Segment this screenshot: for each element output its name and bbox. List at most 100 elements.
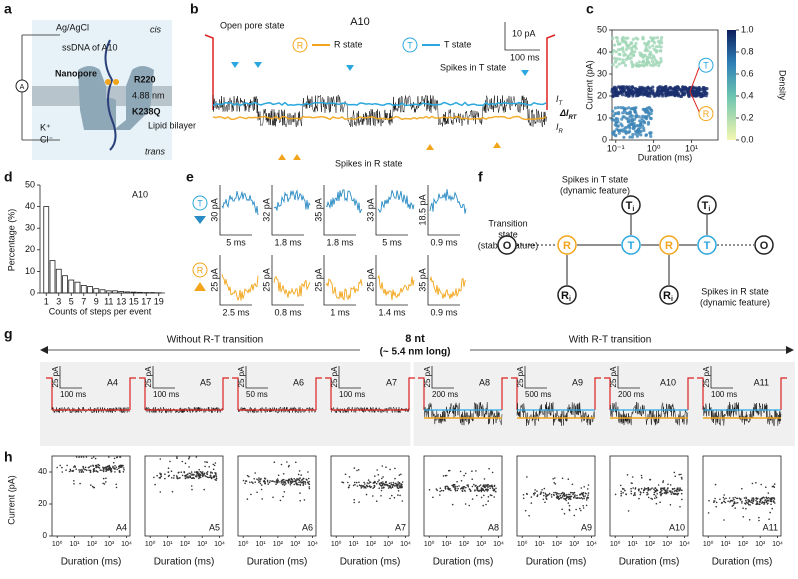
event-dot <box>540 492 542 494</box>
event-dot <box>272 480 274 482</box>
panel-name: A8 <box>479 377 490 387</box>
event-dot <box>400 483 402 485</box>
event-dot <box>359 484 361 486</box>
width: 4.88 nm <box>132 90 165 100</box>
event-dot <box>383 486 385 488</box>
event-dot <box>69 471 71 473</box>
panel-label: d <box>4 169 13 185</box>
event-dot <box>281 482 283 484</box>
event-dot <box>647 490 649 492</box>
event-dot <box>188 473 190 475</box>
event-dot <box>353 485 355 487</box>
event-dot <box>471 470 473 472</box>
x-tick-label: 10⁴ <box>121 541 132 548</box>
residue-2: K238Q <box>132 106 161 116</box>
density-dot <box>686 88 689 91</box>
event-dot <box>280 500 282 502</box>
density-dot <box>649 117 652 120</box>
event-dot <box>665 492 667 494</box>
event-dot <box>626 494 628 496</box>
density-dot <box>656 36 659 39</box>
subscript: i <box>632 206 634 213</box>
event-dot <box>62 471 64 473</box>
event-dot <box>168 476 170 478</box>
x-tick-label: 10⁰ <box>331 540 342 548</box>
density-dot <box>642 59 645 62</box>
event-dot <box>274 461 276 463</box>
event-dot <box>483 495 485 497</box>
event-dot <box>267 483 269 485</box>
x-tick-label: 10⁴ <box>214 541 225 548</box>
event-dot <box>620 495 622 497</box>
event-dot <box>194 471 196 473</box>
event-dot <box>245 480 247 482</box>
event-dot <box>495 491 497 493</box>
event-dot <box>660 494 662 496</box>
density-dot <box>617 120 620 123</box>
x-tick-label: 10¹ <box>162 541 173 548</box>
event-dot <box>195 475 197 477</box>
subscript: i <box>569 296 571 303</box>
event-dot <box>204 473 206 475</box>
density-dot <box>645 133 648 136</box>
event-dot <box>250 494 252 496</box>
event-dot <box>391 495 393 497</box>
event-dot <box>82 466 84 468</box>
event-dot <box>656 493 658 495</box>
x-tick-label: 10² <box>273 541 284 548</box>
node-label: O <box>503 240 512 252</box>
event-dot <box>393 484 395 486</box>
event-dot <box>487 484 489 486</box>
event-dot <box>377 481 379 483</box>
spikes-t: Spikes in T state <box>562 174 628 184</box>
x-tick-label: 10⁰ <box>238 540 249 548</box>
density-dot <box>625 58 628 61</box>
event-dot <box>374 475 376 477</box>
event-dot <box>349 485 351 487</box>
colorbar-tick-label: 0.2 <box>741 112 754 122</box>
event-trace <box>326 190 362 213</box>
density-dot <box>614 134 617 137</box>
event-dot <box>445 486 447 488</box>
x-scale: 200 ms <box>618 390 644 399</box>
event-dot <box>73 480 75 482</box>
event-dot <box>586 498 588 500</box>
event-dot <box>573 497 575 499</box>
panel-c: c Current (pA) Duration (ms) Density 010… <box>584 1 787 163</box>
density-dot <box>654 58 657 61</box>
event-dot <box>402 481 404 483</box>
x-tick-label: 10³ <box>662 541 673 548</box>
x-label: Duration (ms) <box>712 557 773 568</box>
panel-name: A9 <box>581 522 592 532</box>
event-dot <box>356 482 358 484</box>
x-scale: 50 ms <box>246 390 268 399</box>
event-dot <box>95 467 97 469</box>
event-dot <box>399 485 401 487</box>
density-dot <box>622 85 625 88</box>
panel-g: g Without R-T transition 8 nt (~ 5.4 nm … <box>4 326 795 446</box>
event-dot <box>544 502 546 504</box>
event-dot <box>745 508 747 510</box>
panel-name: A6 <box>293 377 304 387</box>
event-dot <box>735 502 737 504</box>
bar <box>56 269 61 293</box>
event-dot <box>481 491 483 493</box>
x-tick-label: 1 <box>44 296 49 306</box>
x-tick-label: 10² <box>552 541 563 548</box>
event-dot <box>206 473 208 475</box>
event-dot <box>708 512 710 514</box>
r-symbol: R <box>197 265 204 275</box>
density-dot <box>657 40 660 43</box>
density-dot <box>615 50 618 53</box>
event-dot <box>86 456 88 458</box>
x-tick-label: 7 <box>81 296 86 306</box>
event-dot <box>198 469 200 471</box>
event-dot <box>89 466 91 468</box>
left-label: Without R-T transition <box>167 335 264 346</box>
event-dot <box>299 500 301 502</box>
event-dot <box>472 486 474 488</box>
event-dot <box>750 501 752 503</box>
event-dot <box>191 485 193 487</box>
event-dot <box>160 474 162 476</box>
event-dot <box>584 495 586 497</box>
